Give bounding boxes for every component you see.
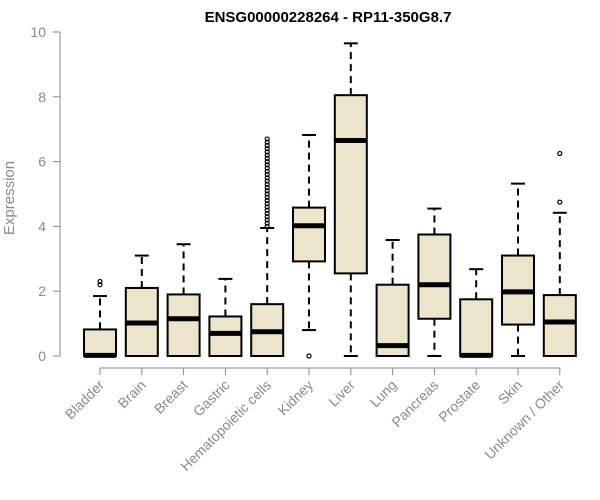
y-tick-label: 4 <box>38 218 46 234</box>
outlier-point <box>264 165 270 171</box>
outlier-point <box>97 278 103 285</box>
box-gastric <box>208 277 243 357</box>
y-tick-label: 10 <box>30 24 46 40</box>
outlier-point <box>264 201 270 207</box>
outlier-point <box>264 162 270 168</box>
outlier-point <box>264 214 270 220</box>
outlier-point <box>264 217 270 223</box>
box-rect <box>292 206 326 263</box>
box-skin <box>501 182 535 357</box>
x-tick-label: Brain <box>114 377 148 411</box>
outlier-point <box>264 159 270 165</box>
box-brain <box>124 254 159 357</box>
y-tick-label: 6 <box>38 154 46 170</box>
x-tick-label: Skin <box>495 377 526 408</box>
outlier-point <box>264 181 270 187</box>
outlier-point <box>264 168 270 174</box>
x-tick-label: Unknown / Other <box>481 377 567 463</box>
outlier-point <box>557 199 563 205</box>
box-rect <box>333 94 368 275</box>
outlier-point <box>264 152 270 158</box>
outlier-point <box>264 139 270 145</box>
x-tick-label: Prostate <box>435 377 483 425</box>
box-pancreas <box>417 207 452 357</box>
box-rect <box>542 294 577 358</box>
box-breast <box>166 243 201 358</box>
y-axis: 0 2 4 6 8 10 <box>30 24 61 364</box>
y-tick-label: 8 <box>38 89 46 105</box>
x-tick-label: Kidney <box>275 377 317 419</box>
outlier-point <box>97 282 103 288</box>
box-rect <box>208 315 243 357</box>
outlier-point <box>264 197 270 204</box>
y-tick-label: 2 <box>38 283 46 299</box>
box-rect <box>166 293 201 358</box>
outlier-point <box>264 171 270 178</box>
outlier-point <box>264 136 270 142</box>
box-rect <box>417 233 452 320</box>
outlier-point <box>306 353 312 359</box>
outlier-point <box>264 207 270 213</box>
outlier-point <box>264 175 270 181</box>
outlier-point <box>264 149 270 155</box>
outlier-point <box>557 150 563 157</box>
outlier-point <box>264 194 270 200</box>
outlier-point <box>264 220 270 226</box>
outlier-point <box>264 188 270 194</box>
outlier-point <box>264 223 270 229</box>
outlier-point <box>264 178 270 184</box>
box-kidney <box>292 134 326 359</box>
box-unknown-other <box>542 150 577 358</box>
x-tick-label: Breast <box>151 377 191 417</box>
box-rect <box>459 298 494 357</box>
chart-title: ENSG00000228264 - RP11-350G8.7 <box>205 9 452 26</box>
box-lung <box>375 239 410 357</box>
outlier-point <box>264 142 270 148</box>
x-tick-label: Liver <box>325 377 358 410</box>
y-tick-label: 0 <box>38 348 46 364</box>
box-liver <box>333 42 368 357</box>
boxes-layer <box>83 42 577 359</box>
outlier-point <box>264 155 270 161</box>
box-rect <box>83 328 117 358</box>
y-axis-label: Expression <box>1 161 18 235</box>
outlier-point <box>264 146 270 152</box>
outlier-point <box>264 184 270 191</box>
outlier-point <box>264 210 270 217</box>
outlier-point <box>264 191 270 197</box>
box-bladder <box>83 278 117 358</box>
box-prostate <box>459 268 494 358</box>
x-tick-label: Bladder <box>62 377 108 423</box>
x-tick-label: Lung <box>366 377 399 410</box>
box-hematopoietic-cells <box>250 136 285 358</box>
outlier-point <box>264 204 270 210</box>
